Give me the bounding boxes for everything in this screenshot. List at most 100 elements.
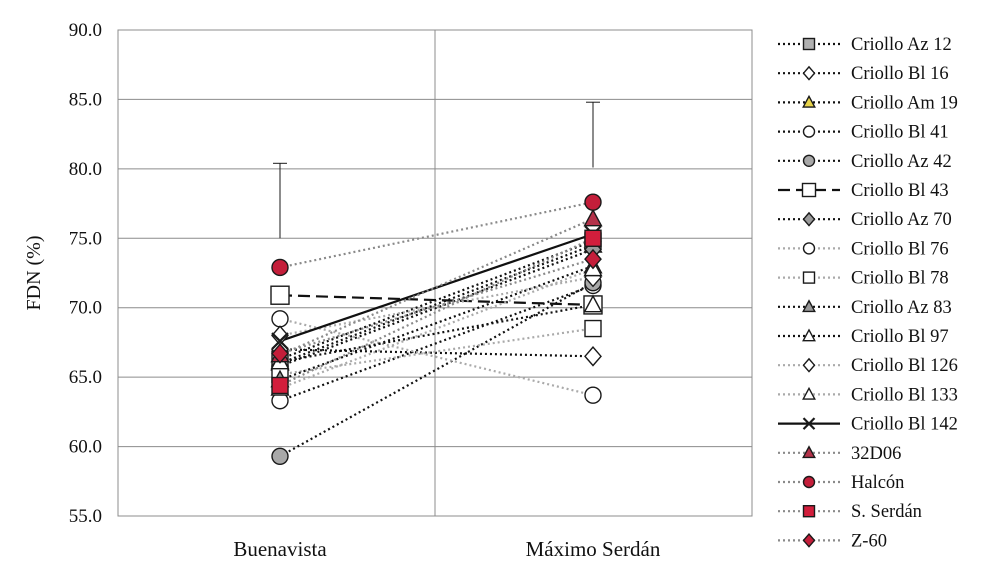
x-tick-labels: Buenavista Máximo Serdán — [233, 537, 661, 561]
data-point-criollo-az-42 — [271, 447, 289, 465]
series-line-s-serdan — [279, 237, 594, 387]
data-point-halcon — [271, 258, 289, 277]
legend-marker — [802, 154, 816, 168]
legend-item-criollo-bl-133: Criollo Bl 133 — [778, 385, 958, 405]
legend-label: Criollo Az 42 — [851, 152, 952, 172]
legend-label: Criollo Az 83 — [851, 298, 952, 318]
legend-marker — [802, 271, 816, 284]
legend-marker — [802, 125, 816, 138]
legend-marker — [801, 182, 817, 198]
legend-item-halcon: Halcón — [778, 473, 904, 493]
series-line-32d06 — [279, 217, 594, 356]
series-line-z-60 — [279, 258, 594, 355]
y-tick-label: 70.0 — [69, 298, 102, 319]
legend-item-criollo-az-42: Criollo Az 42 — [778, 152, 952, 172]
legend-label: Criollo Am 19 — [851, 93, 958, 113]
data-point-criollo-bl-78 — [584, 319, 602, 338]
series-line-criollo-az-12 — [279, 240, 594, 361]
legend-item-32d06: 32D06 — [778, 444, 901, 464]
data-point-criollo-bl-76 — [271, 310, 289, 328]
series-line-criollo-bl-43 — [279, 294, 594, 307]
legend-marker — [802, 533, 816, 548]
legend-label: Criollo Bl 76 — [851, 239, 949, 259]
legend-marker — [802, 94, 816, 108]
series-line-criollo-bl-76 — [279, 317, 594, 397]
x-tick-label: Máximo Serdán — [526, 537, 661, 561]
series-line-criollo-bl-97 — [279, 303, 594, 363]
series-line-criollo-bl-41 — [279, 284, 594, 402]
error-bar — [586, 101, 600, 168]
legend-marker — [802, 386, 816, 400]
y-axis-label: FDN (%) — [23, 236, 45, 311]
legend-item-criollo-am-19: Criollo Am 19 — [778, 93, 958, 113]
legend-label: Criollo Az 70 — [851, 210, 952, 230]
legend-item-criollo-bl-43: Criollo Bl 43 — [778, 181, 949, 201]
plot-area-border — [117, 29, 753, 517]
y-tick-label: 90.0 — [69, 20, 102, 41]
legend-label: Z-60 — [851, 531, 887, 551]
data-point-s-serdan — [271, 376, 289, 395]
legend-marker — [802, 475, 816, 489]
data-point-criollo-bl-43 — [270, 285, 290, 305]
legend: Criollo Az 12 Criollo Bl 16 Criollo Am 19 C… — [778, 35, 958, 551]
legend-item-criollo-bl-97: Criollo Bl 97 — [778, 327, 949, 347]
x-tick-label: Buenavista — [233, 537, 327, 561]
legend-label: Criollo Bl 133 — [851, 385, 958, 405]
data-point-criollo-bl-76 — [584, 386, 602, 404]
legend-marker — [802, 299, 816, 313]
legend-label: Halcón — [851, 473, 904, 493]
series-line-criollo-bl-126 — [279, 276, 594, 337]
y-tick-labels: 55.0 60.0 65.0 70.0 75.0 80.0 85.0 90.0 — [69, 20, 102, 527]
legend-label: Criollo Bl 16 — [851, 64, 949, 84]
gridlines — [118, 29, 752, 517]
legend-label: Criollo Bl 97 — [851, 327, 949, 347]
error-bars — [273, 101, 600, 239]
legend-label: Criollo Bl 41 — [851, 123, 949, 143]
legend-item-criollo-bl-76: Criollo Bl 76 — [778, 239, 949, 259]
data-point-z-60 — [271, 343, 289, 364]
series-line-criollo-bl-133 — [279, 267, 594, 390]
data-point-criollo-bl-142 — [271, 332, 289, 350]
legend-marker — [802, 211, 816, 227]
legend-item-criollo-az-70: Criollo Az 70 — [778, 210, 952, 230]
data-point-32d06 — [583, 208, 603, 227]
legend-item-criollo-az-12: Criollo Az 12 — [778, 35, 952, 55]
y-tick-label: 60.0 — [69, 437, 102, 458]
legend-label: Criollo Az 12 — [851, 35, 952, 55]
series-line-halcon — [279, 201, 594, 269]
series-markers — [270, 193, 603, 465]
legend-item-criollo-bl-41: Criollo Bl 41 — [778, 123, 949, 143]
legend-marker — [802, 417, 816, 430]
legend-item-s-serdan: S. Serdán — [778, 502, 922, 522]
y-tick-label: 55.0 — [69, 506, 102, 527]
y-tick-label: 65.0 — [69, 367, 102, 388]
legend-item-z-60: Z-60 — [778, 531, 887, 551]
data-point-halcon — [584, 193, 602, 211]
data-point-criollo-bl-16 — [584, 346, 602, 367]
series-lines — [279, 201, 594, 458]
legend-marker — [802, 242, 816, 255]
data-point-criollo-bl-97 — [583, 294, 603, 313]
legend-marker — [802, 328, 816, 342]
legend-item-criollo-az-83: Criollo Az 83 — [778, 298, 952, 318]
y-tick-label: 75.0 — [69, 228, 102, 249]
series-line-criollo-az-83 — [279, 265, 594, 381]
series-line-criollo-bl-16 — [279, 348, 594, 358]
series-line-criollo-am-19 — [279, 244, 594, 365]
legend-item-criollo-bl-142: Criollo Bl 142 — [778, 415, 958, 435]
legend-marker — [802, 505, 816, 518]
error-bar — [273, 162, 287, 239]
legend-item-criollo-bl-16: Criollo Bl 16 — [778, 64, 949, 84]
data-point-s-serdan — [584, 229, 602, 247]
legend-label: 32D06 — [851, 444, 901, 464]
legend-label: S. Serdán — [851, 502, 922, 522]
legend-marker — [802, 37, 816, 51]
legend-marker — [802, 65, 816, 81]
legend-label: Criollo Bl 142 — [851, 415, 958, 435]
legend-label: Criollo Bl 78 — [851, 269, 949, 289]
legend-label: Criollo Bl 43 — [851, 181, 949, 201]
legend-marker — [802, 445, 816, 459]
legend-marker — [802, 357, 816, 373]
legend-item-criollo-bl-126: Criollo Bl 126 — [778, 356, 958, 376]
